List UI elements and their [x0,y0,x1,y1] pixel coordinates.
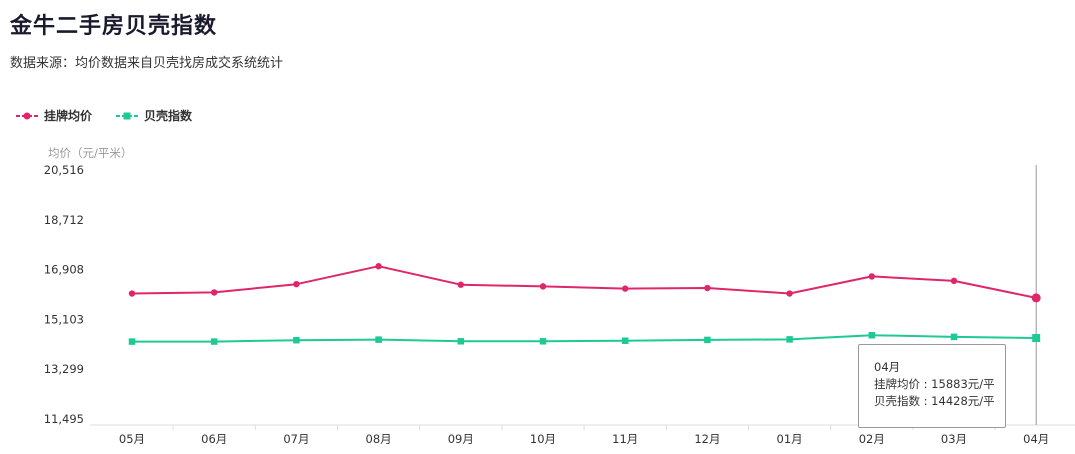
data-point-listing-price [786,290,793,297]
tooltip-listing-price: 挂牌均价 : 15883元/平 [874,377,995,391]
data-point-listing-price [950,277,958,285]
chart-legend: 挂牌均价 贝壳指数 [16,107,216,124]
data-point-listing-price [622,285,629,292]
x-tick-label: 09月 [448,432,474,446]
series-line-beike-index [132,334,1037,343]
tooltip-title: 04月 [874,360,901,374]
data-point-listing-price [539,283,547,290]
y-tick-label: 20,516 [44,163,84,177]
data-point-beike-index [950,333,958,341]
circle-marker-icon [16,112,38,119]
data-point-beike-index [210,338,218,345]
x-tick-label: 04月 [1023,432,1049,446]
data-point-beike-index [868,331,876,339]
y-tick-label: 15,103 [44,312,84,326]
chart-title: 金牛二手房贝壳指数 [10,14,218,39]
data-point-listing-price [293,280,300,288]
data-point-listing-price [704,284,711,292]
data-point-listing-price [375,263,382,270]
legend-label-listing-price: 挂牌均价 [44,109,93,123]
data-point-beike-index [621,337,629,344]
series-line-listing-price [131,265,1037,299]
legend-label-beike-index: 贝壳指数 [144,109,193,123]
x-tick-label: 03月 [941,432,967,446]
legend-item-listing-price[interactable]: 挂牌均价 [16,107,92,124]
data-point-beike-index [786,336,793,343]
y-tick-label: 18,712 [44,213,84,227]
data-point-beike-index [704,336,711,344]
x-tick-label: 01月 [777,432,803,446]
x-tick-label: 06月 [201,432,227,446]
y-tick-label: 13,299 [44,362,84,376]
data-point-listing-price [457,281,464,288]
data-point-beike-index [128,338,136,345]
x-tick-label: 02月 [859,432,885,446]
x-tick-label: 08月 [366,432,392,446]
data-point-beike-index [293,336,300,344]
data-point-listing-price [1031,293,1041,303]
x-tick-label: 05月 [119,432,145,446]
tooltip-beike-index: 贝壳指数 : 14428元/平 [874,394,995,408]
data-point-listing-price [211,289,218,296]
data-point-beike-index [375,336,382,343]
data-point-beike-index [457,338,465,345]
x-tick-label: 07月 [283,432,309,446]
data-point-beike-index [1032,334,1041,343]
data-point-beike-index [539,338,547,345]
data-tooltip: 04月 挂牌均价 : 15883元/平 贝壳指数 : 14428元/平 [858,344,1006,428]
y-axis-label: 均价（元/平米） [48,146,132,160]
data-point-listing-price [868,273,875,280]
y-tick-label: 16,908 [44,263,84,277]
square-marker-icon [116,112,139,119]
x-tick-label: 12月 [694,432,720,446]
data-source-note: 数据来源：均价数据来自贝壳找房成交系统统计 [10,56,284,71]
x-tick-label: 11月 [612,432,638,446]
x-tick-label: 10月 [530,432,556,446]
data-point-listing-price [128,290,136,297]
legend-item-beike-index[interactable]: 贝壳指数 [116,107,192,124]
y-tick-label: 11,495 [44,412,84,426]
